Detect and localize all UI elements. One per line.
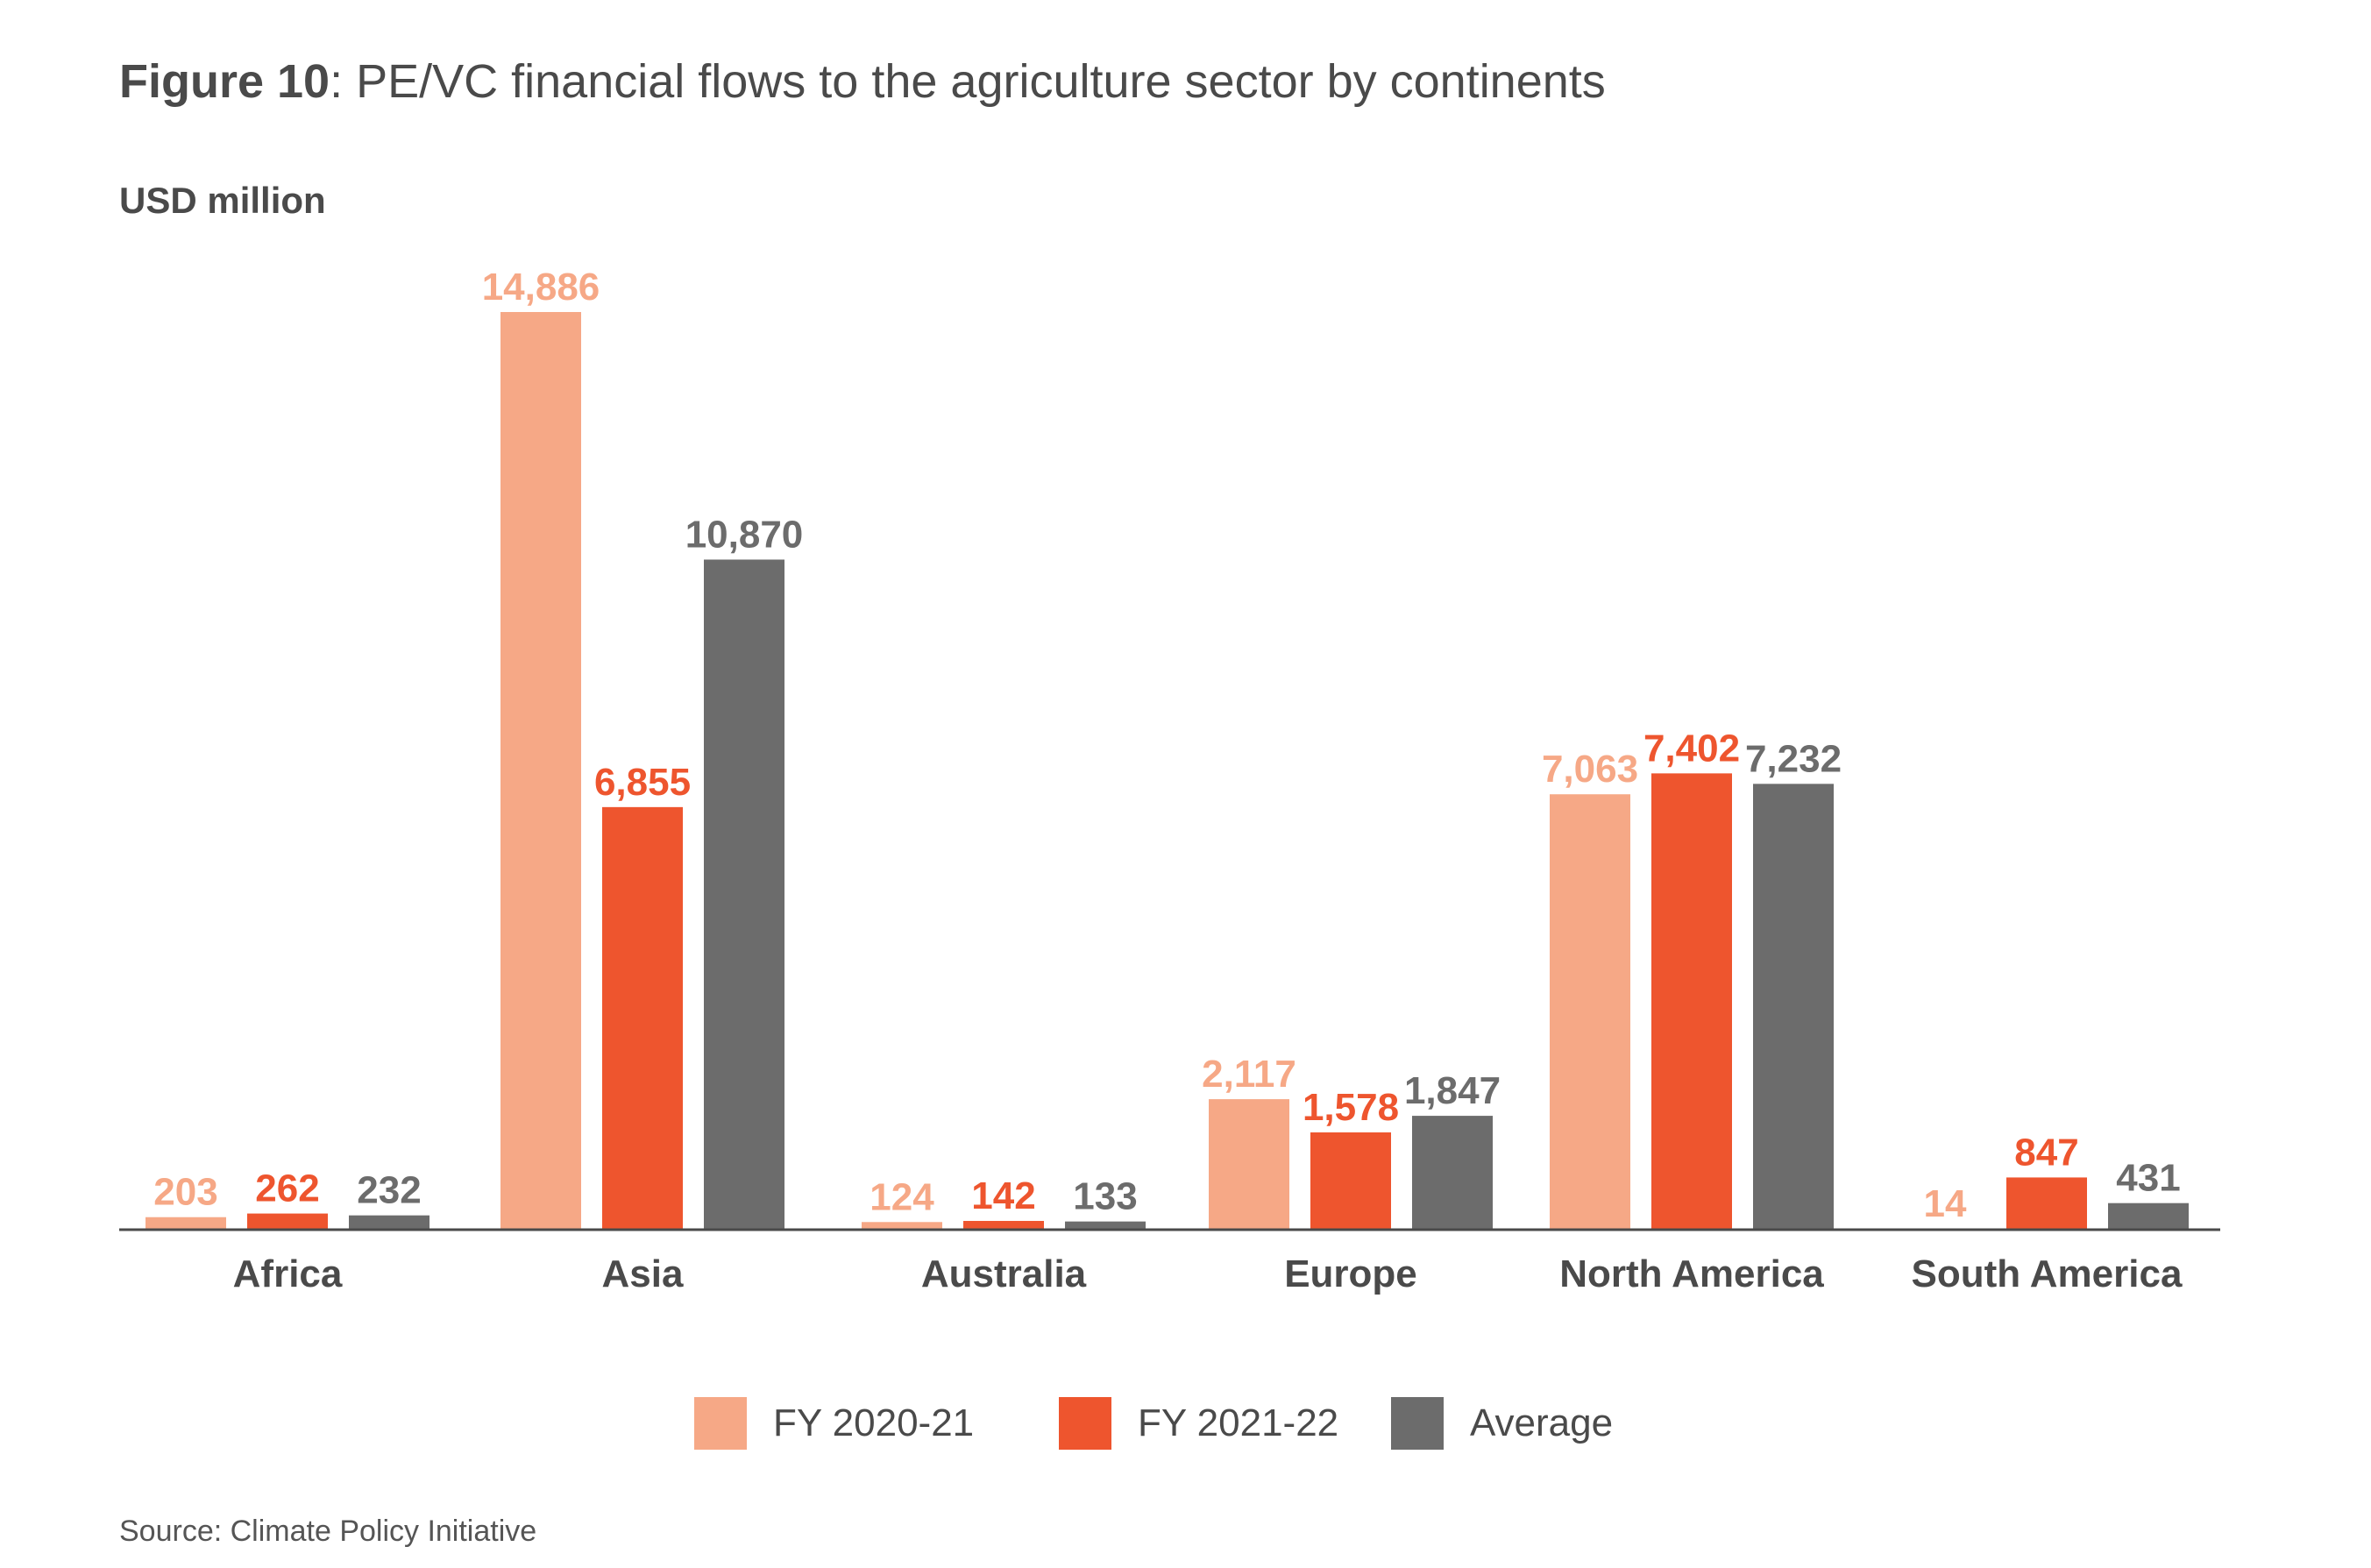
data-label-asia-series-0: 14,886 [482, 266, 600, 309]
category-label-south-america: South America [1912, 1252, 2183, 1295]
category-label-north-america: North America [1559, 1252, 1824, 1295]
bar-australia-series-0 [862, 1222, 942, 1230]
data-label-australia-series-1: 142 [971, 1174, 1035, 1217]
data-label-australia-series-2: 133 [1073, 1175, 1137, 1218]
data-label-asia-series-1: 6,855 [594, 761, 691, 804]
unit-label: USD million [119, 180, 326, 221]
bar-north-america-series-0 [1550, 794, 1630, 1230]
legend-item-average: Average [1391, 1397, 1613, 1450]
bar-africa-series-1 [247, 1213, 328, 1230]
category-label-australia: Australia [921, 1252, 1087, 1295]
data-label-north-america-series-1: 7,402 [1643, 727, 1740, 770]
data-label-australia-series-0: 124 [870, 1175, 934, 1218]
bar-africa-series-0 [146, 1217, 226, 1230]
bar-north-america-series-1 [1651, 773, 1732, 1230]
data-label-south-america-series-2: 431 [2116, 1157, 2180, 1200]
bar-europe-series-0 [1209, 1099, 1289, 1230]
legend-swatch-fy2020 [694, 1397, 747, 1450]
legend-item-fy2021: FY 2021-22 [1059, 1397, 1338, 1450]
legend-swatch-average [1391, 1397, 1444, 1450]
bar-australia-series-2 [1065, 1221, 1146, 1230]
data-label-south-america-series-1: 847 [2014, 1131, 2078, 1174]
category-label-africa: Africa [233, 1252, 343, 1295]
legend-swatch-fy2021 [1059, 1397, 1111, 1450]
bar-north-america-series-2 [1753, 784, 1834, 1230]
bar-asia-series-2 [704, 559, 784, 1230]
data-label-africa-series-1: 262 [255, 1167, 319, 1210]
data-label-north-america-series-0: 7,063 [1542, 748, 1638, 791]
data-label-africa-series-0: 203 [153, 1171, 217, 1214]
bar-asia-series-1 [602, 806, 683, 1230]
data-label-south-america-series-0: 14 [1924, 1182, 1967, 1225]
data-label-asia-series-2: 10,870 [685, 513, 804, 556]
bar-europe-series-1 [1310, 1132, 1391, 1230]
figure-label: Figure 10 [119, 55, 330, 108]
legend-label-fy2021: FY 2021-22 [1138, 1401, 1339, 1444]
bar-asia-series-0 [500, 312, 581, 1230]
category-label-europe: Europe [1284, 1252, 1417, 1295]
legend-item-fy2020: FY 2020-21 [694, 1397, 974, 1450]
category-label-asia: Asia [602, 1252, 684, 1295]
data-label-europe-series-1: 1,578 [1303, 1086, 1399, 1129]
bar-south-america-series-1 [2006, 1177, 2087, 1230]
title-text: : PE/VC financial flows to the agricultu… [330, 55, 1606, 108]
bar-europe-series-2 [1412, 1116, 1493, 1230]
bar-africa-series-2 [349, 1215, 429, 1230]
data-label-europe-series-2: 1,847 [1404, 1069, 1501, 1112]
bar-australia-series-1 [963, 1221, 1044, 1230]
chart-title: Figure 10: PE/VC financial flows to the … [119, 54, 1606, 109]
source-note: Source: Climate Policy Initiative [119, 1515, 537, 1548]
legend-label-fy2020: FY 2020-21 [773, 1401, 975, 1444]
data-label-europe-series-0: 2,117 [1202, 1053, 1296, 1096]
data-label-africa-series-2: 232 [357, 1169, 421, 1212]
data-label-north-america-series-2: 7,232 [1745, 737, 1842, 780]
legend-label-average: Average [1470, 1401, 1614, 1444]
bar-south-america-series-2 [2108, 1203, 2189, 1230]
